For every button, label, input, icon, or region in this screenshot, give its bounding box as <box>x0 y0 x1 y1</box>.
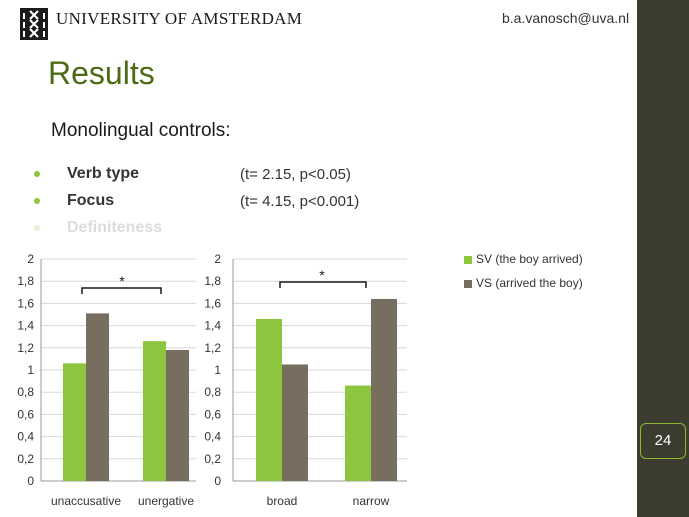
bar-sv <box>143 341 166 481</box>
slide-subtitle: Monolingual controls: <box>51 120 231 141</box>
bullet-dot <box>34 225 40 231</box>
bar-vs <box>371 298 397 481</box>
y-tick-label: 2 <box>214 252 221 266</box>
y-tick-label: 2 <box>27 252 34 266</box>
bullet-dot <box>34 198 40 204</box>
bullet-label-verb-type: Verb type <box>67 165 140 182</box>
y-tick-label: 1 <box>214 363 221 377</box>
legend-swatch-vs <box>464 280 472 288</box>
bar-vs <box>86 313 109 481</box>
y-tick-label: 1,4 <box>17 319 34 333</box>
bullet-label-definiteness: Definiteness <box>67 219 163 236</box>
legend-label-sv: SV (the boy arrived) <box>476 252 583 266</box>
university-name: UNIVERSITY OF AMSTERDAM <box>56 9 303 28</box>
bar-sv <box>345 385 371 481</box>
x-category-label: narrow <box>353 494 390 508</box>
y-tick-label: 0,8 <box>204 385 221 399</box>
y-tick-label: 0 <box>27 474 34 488</box>
bullet-stat-verb-type: (t= 2.15, p<0.05) <box>240 166 351 183</box>
x-category-label: broad <box>267 494 298 508</box>
y-tick-label: 0,2 <box>204 452 221 466</box>
bar-sv <box>63 363 86 481</box>
bar-vs <box>282 364 308 481</box>
y-tick-label: 1,8 <box>17 274 34 288</box>
significance-bracket <box>279 281 367 288</box>
y-tick-label: 1,2 <box>204 341 221 355</box>
bullet-stat-focus: (t= 4.15, p<0.001) <box>240 193 360 210</box>
y-tick-label: 1,4 <box>204 319 221 333</box>
significance-bracket <box>81 287 162 294</box>
y-tick-label: 0,4 <box>204 430 221 444</box>
legend-swatch-sv <box>464 256 472 264</box>
y-tick-label: 0,6 <box>204 407 221 421</box>
bullet-dot <box>34 171 40 177</box>
y-tick-label: 0,6 <box>17 407 34 421</box>
x-category-label: unaccusative <box>51 494 121 508</box>
author-email: b.a.vanosch@uva.nl <box>502 10 630 26</box>
y-tick-label: 1,2 <box>17 341 34 355</box>
page-number: 24 <box>654 432 672 449</box>
slide-sidebar <box>637 0 689 517</box>
y-tick-label: 1,6 <box>204 296 221 310</box>
y-tick-label: 1,6 <box>17 296 34 310</box>
slide-title: Results <box>48 55 155 91</box>
y-tick-label: 0,4 <box>17 430 34 444</box>
y-tick-label: 0,2 <box>17 452 34 466</box>
bar-sv <box>256 318 282 481</box>
y-tick-label: 0,8 <box>17 385 34 399</box>
bullet-label-focus: Focus <box>67 192 115 209</box>
x-category-label: unergative <box>138 494 194 508</box>
significance-star: * <box>119 273 125 289</box>
page-number-box <box>640 423 686 459</box>
university-logo <box>20 8 48 40</box>
bar-vs <box>166 350 189 481</box>
y-tick-label: 1,8 <box>204 274 221 288</box>
legend-label-vs: VS (arrived the boy) <box>476 276 583 290</box>
significance-star: * <box>319 267 325 283</box>
y-tick-label: 1 <box>27 363 34 377</box>
y-tick-label: 0 <box>214 474 221 488</box>
